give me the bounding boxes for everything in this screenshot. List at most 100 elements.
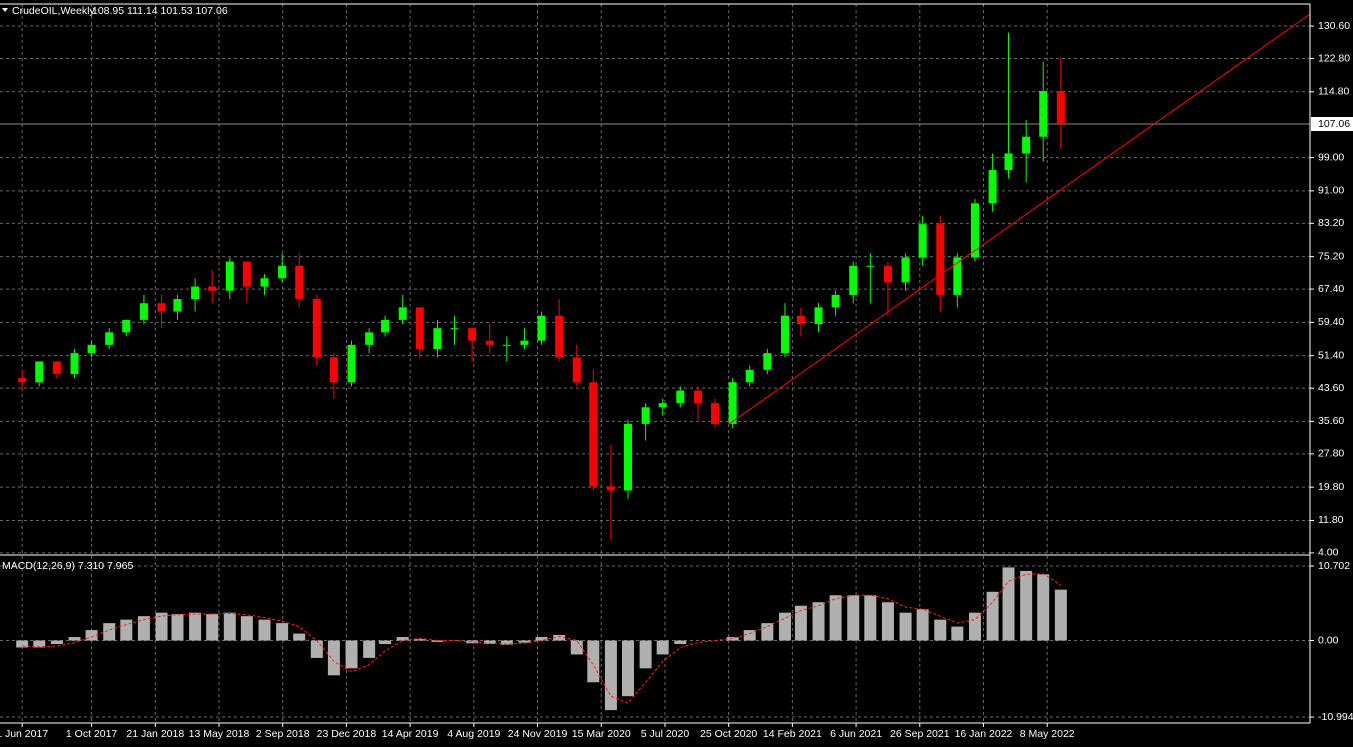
candle-body [485, 340, 494, 345]
y-tick-label: 4.00 [1318, 547, 1339, 559]
chart-title: CrudeOIL,Weekly [12, 5, 95, 17]
macd-bar [743, 630, 756, 641]
y-tick-label: 59.40 [1318, 316, 1344, 328]
macd-bar [310, 640, 323, 658]
candle-body [866, 265, 875, 267]
candle-body [814, 307, 823, 325]
candle-body [347, 344, 356, 383]
y-tick-label: 122.80 [1318, 52, 1350, 64]
x-tick-label: 23 Dec 2018 [317, 728, 377, 740]
candle-body [312, 299, 321, 358]
current-price-box [1311, 117, 1353, 132]
candle-body [693, 390, 702, 404]
x-tick-label: 4 Aug 2019 [447, 728, 500, 740]
candle-body [52, 361, 61, 374]
macd-bar [570, 640, 583, 655]
candle-body [658, 403, 667, 408]
macd-bar [500, 640, 513, 645]
macd-bar [120, 619, 133, 641]
candle-body [122, 319, 131, 333]
candle-body [918, 224, 927, 258]
macd-bar [639, 640, 652, 669]
x-tick-label: 16 Jan 2022 [955, 728, 1013, 740]
candle-body [18, 378, 27, 383]
candle-body [623, 423, 632, 491]
candle-body [780, 315, 789, 354]
y-tick-label: 83.20 [1318, 217, 1344, 229]
current-price-label: 107.06 [1318, 118, 1350, 130]
macd-bar [16, 640, 29, 648]
candle-body [329, 357, 338, 383]
x-tick-label: 14 Feb 2021 [763, 728, 822, 740]
macd-bar [466, 640, 479, 644]
candle-body [260, 278, 269, 287]
candle-body [365, 332, 374, 345]
macd-bar [847, 595, 860, 641]
macd-bar [223, 612, 236, 641]
x-tick-label: 24 Nov 2019 [508, 728, 568, 740]
macd-bar [621, 640, 634, 697]
candle-body [555, 315, 564, 358]
macd-bar [794, 605, 807, 641]
candle-body [173, 299, 182, 312]
y-tick-label: 10.702 [1318, 560, 1350, 572]
macd-bar [916, 609, 929, 641]
macd-bar [604, 640, 617, 711]
candle-body [953, 257, 962, 295]
candle-body [70, 353, 79, 374]
macd-bar [553, 634, 566, 641]
candle-body [901, 257, 910, 283]
macd-bar [327, 640, 340, 676]
candle-body [883, 265, 892, 283]
candle-body [520, 340, 529, 345]
trend-line [728, 13, 1311, 425]
macd-bar [951, 626, 964, 641]
candle-body [191, 286, 200, 300]
candle-body [105, 332, 114, 345]
macd-bar [968, 612, 981, 641]
candle-body [589, 382, 598, 487]
candle-body [1022, 136, 1031, 154]
macd-bar [761, 623, 774, 641]
candle-body [468, 328, 477, 341]
marks [0, 13, 1311, 711]
macd-bar [379, 640, 392, 645]
y-tick-label: 11.80 [1318, 514, 1344, 526]
candle-body [450, 328, 459, 330]
candle-body [1056, 90, 1065, 125]
menu-arrow[interactable] [2, 8, 8, 12]
macd-bar [518, 640, 531, 643]
candle-body [796, 315, 805, 325]
candle-body [711, 403, 720, 424]
macd-bar [68, 637, 81, 641]
y-tick-label: 75.20 [1318, 250, 1344, 262]
x-tick-label: 15 Mar 2020 [572, 728, 631, 740]
candle-body [295, 265, 304, 300]
candle-body [208, 286, 217, 291]
candle-body [35, 361, 44, 383]
macd-bar [899, 612, 912, 641]
candle-body [728, 382, 737, 424]
macd-bar [363, 640, 376, 658]
y-tick-label: 114.80 [1318, 86, 1349, 98]
candle-body [641, 407, 650, 424]
macd-bar [812, 602, 825, 641]
signal-line [22, 573, 1062, 704]
candle-body [970, 203, 979, 258]
y-tick-label: 91.00 [1318, 185, 1344, 197]
candle-body [745, 369, 754, 383]
ohlc-summary: 108.95 111.14 101.53 107.06 [92, 5, 228, 17]
macd-bar [137, 616, 150, 641]
x-tick-label: 1 Jun 2017 [0, 728, 48, 740]
candle-body [831, 294, 840, 308]
macd-bar [171, 614, 184, 641]
macd-bar [240, 616, 253, 641]
y-tick-label: 43.60 [1318, 382, 1344, 394]
candle-body [988, 170, 997, 204]
y-tick-label: 99.00 [1318, 151, 1344, 163]
macd-bar [345, 640, 358, 669]
x-tick-label: 14 Apr 2019 [382, 728, 439, 740]
macd-bar [726, 637, 739, 641]
candle-body [572, 357, 581, 383]
